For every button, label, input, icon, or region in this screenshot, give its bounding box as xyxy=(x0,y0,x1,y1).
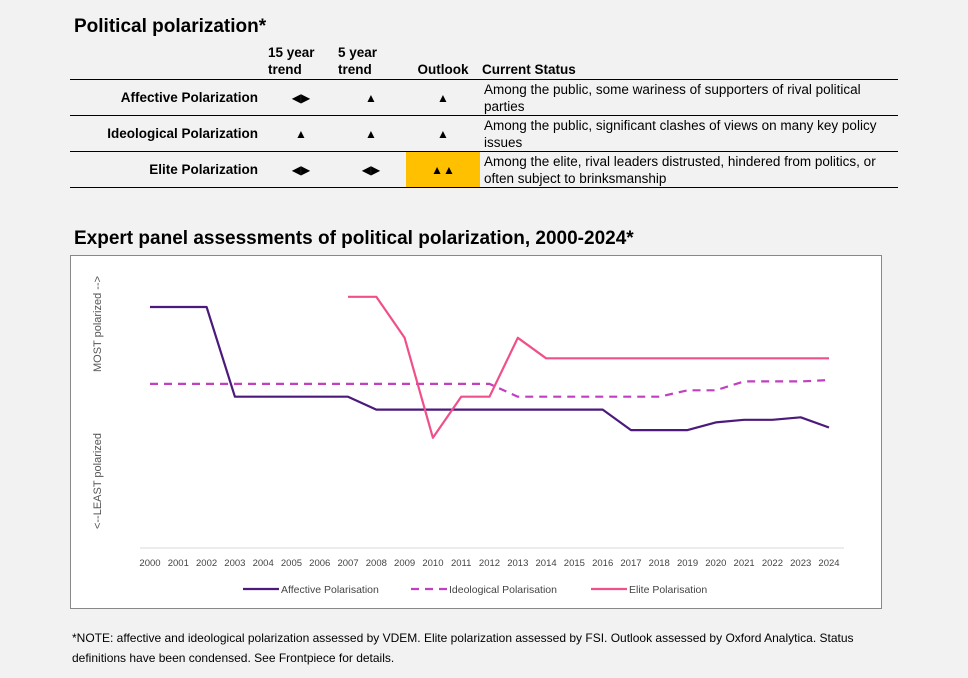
x-tick-label: 2014 xyxy=(536,558,557,569)
legend-label: Elite Polarisation xyxy=(629,584,707,596)
x-tick-label: 2008 xyxy=(366,558,387,569)
outlook-highlighted: ▲▲ xyxy=(406,151,480,188)
series-line-affective-polarisation xyxy=(150,305,830,432)
footnote: *NOTE: affective and ideological polariz… xyxy=(72,631,854,665)
x-tick-label: 2007 xyxy=(337,558,358,569)
table-row: Elite Polarization ◀▶ ◀▶ ▲▲ Among the el… xyxy=(70,151,898,188)
x-tick-label: 2004 xyxy=(253,558,274,569)
x-tick-label: 2020 xyxy=(705,558,726,569)
current-status: Among the elite, rival leaders distruste… xyxy=(480,151,898,188)
table-row: Affective Polarization ◀▶ ▲ ▲ Among the … xyxy=(70,79,898,116)
x-tick-label: 2017 xyxy=(620,558,641,569)
current-status: Among the public, some wariness of suppo… xyxy=(480,79,898,116)
x-tick-label: 2006 xyxy=(309,558,330,569)
x-tick-label: 2016 xyxy=(592,558,613,569)
trend-15yr: ◀▶ xyxy=(266,151,336,188)
x-tick-label: 2021 xyxy=(734,558,755,569)
x-tick-label: 2009 xyxy=(394,558,415,569)
row-name: Affective Polarization xyxy=(70,79,266,116)
status-table: 15 year trend 5 year trend Outlook Curre… xyxy=(70,44,898,188)
x-tick-label: 2003 xyxy=(224,558,245,569)
table-header-row: 15 year trend 5 year trend Outlook Curre… xyxy=(70,44,898,80)
y-label-least: <--LEAST polarized xyxy=(92,433,104,529)
series-line-ideological-polarisation xyxy=(150,379,830,398)
row-name: Elite Polarization xyxy=(70,151,266,188)
x-tick-label: 2001 xyxy=(168,558,189,569)
x-tick-label: 2000 xyxy=(139,558,160,569)
page-title: Political polarization* xyxy=(74,16,267,37)
x-tick-label: 2002 xyxy=(196,558,217,569)
row-name: Ideological Polarization xyxy=(70,115,266,152)
x-tick-label: 2018 xyxy=(649,558,670,569)
current-status: Among the public, significant clashes of… xyxy=(480,115,898,152)
line-chart: 2000 2001 2002 2003 2004 2005 2006 2007 2008 2009… xyxy=(92,276,844,596)
x-tick-label: 2023 xyxy=(790,558,811,569)
chart-title: Expert panel assessments of political po… xyxy=(74,228,634,249)
x-tick-label: 2022 xyxy=(762,558,783,569)
x-tick-label: 2012 xyxy=(479,558,500,569)
x-tick-label: 2005 xyxy=(281,558,302,569)
x-tick-label: 2010 xyxy=(422,558,443,569)
trend-15yr: ◀▶ xyxy=(266,79,336,116)
legend-label: Ideological Polarisation xyxy=(449,584,557,596)
series-line-elite-polarisation xyxy=(348,295,829,439)
header-current-status: Current Status xyxy=(482,62,576,77)
table-row: Ideological Polarization ▲ ▲ ▲ Among the… xyxy=(70,115,898,152)
trend-5yr: ▲ xyxy=(336,79,406,116)
header-indicator xyxy=(70,44,266,80)
chart-area: 2000 2001 2002 2003 2004 2005 2006 2007 2008 2009… xyxy=(70,255,882,609)
trend-5yr: ◀▶ xyxy=(336,151,406,188)
header-15yr-trend: 15 year trend xyxy=(268,45,315,77)
outlook: ▲ xyxy=(406,115,480,152)
x-tick-label: 2011 xyxy=(451,558,471,569)
y-label-most: MOST polarized --> xyxy=(92,276,104,372)
outlook: ▲ xyxy=(406,79,480,116)
x-tick-label: 2024 xyxy=(818,558,839,569)
header-5yr-trend: 5 year trend xyxy=(338,45,378,77)
header-outlook: Outlook xyxy=(417,62,469,77)
x-tick-label: 2013 xyxy=(507,558,528,569)
legend-label: Affective Polarisation xyxy=(281,584,379,596)
trend-5yr: ▲ xyxy=(336,115,406,152)
x-tick-label: 2015 xyxy=(564,558,585,569)
x-tick-label: 2019 xyxy=(677,558,698,569)
trend-15yr: ▲ xyxy=(266,115,336,152)
